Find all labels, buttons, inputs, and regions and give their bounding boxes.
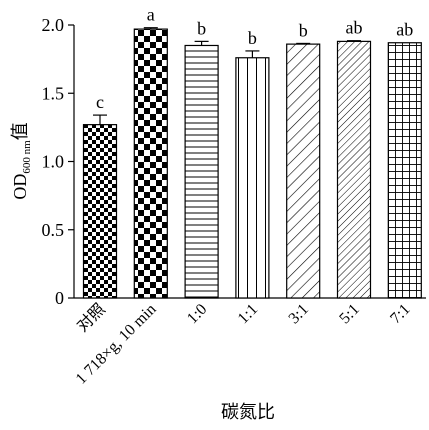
bar: [82, 124, 118, 299]
significance-label: b: [248, 28, 257, 48]
significance-label: c: [96, 92, 104, 112]
x-axis-tick-labels: 对照1 718×g, 10 min 1:0 1:1 3:1 5:1 7:1: [73, 300, 414, 388]
bar: [133, 28, 168, 299]
x-tick-label: 1:1: [235, 301, 261, 327]
y-axis-title-subscript: 600 nm: [21, 140, 33, 174]
bar: [387, 42, 422, 299]
x-axis-title: 碳氮比: [221, 402, 275, 422]
x-tick-label: 对照: [73, 300, 108, 335]
significance-label: a: [147, 5, 155, 25]
y-tick-label: 0.5: [42, 220, 65, 240]
y-tick-label: 1.5: [42, 83, 65, 103]
y-tick-label: 1.0: [42, 152, 65, 172]
y-tick-label: 0: [55, 288, 64, 308]
significance-label: b: [299, 20, 308, 40]
significance-label: ab: [396, 20, 413, 40]
x-tick-label: 3:1: [286, 301, 312, 327]
y-axis-title-main: OD: [10, 174, 30, 200]
x-tick-label: 5:1: [336, 301, 362, 327]
significance-labels: cab b b ab ab: [96, 5, 413, 112]
x-tick-label: 7:1: [387, 301, 413, 327]
bar: [184, 44, 219, 299]
y-axis-title-suffix: 值: [10, 122, 30, 140]
significance-label: b: [197, 18, 206, 38]
bar-series: [82, 28, 422, 299]
bar: [286, 43, 321, 299]
y-axis-title: OD600 nm值: [10, 122, 33, 199]
y-tick-label: 2.0: [42, 15, 65, 35]
error-bars: [93, 27, 361, 125]
bar: [235, 57, 270, 299]
significance-label: ab: [346, 18, 363, 38]
bar: [336, 40, 372, 299]
y-axis-ticks: 0 0.5 1.0 1.5 2.0: [42, 15, 74, 308]
x-tick-label: 1:0: [184, 301, 210, 327]
